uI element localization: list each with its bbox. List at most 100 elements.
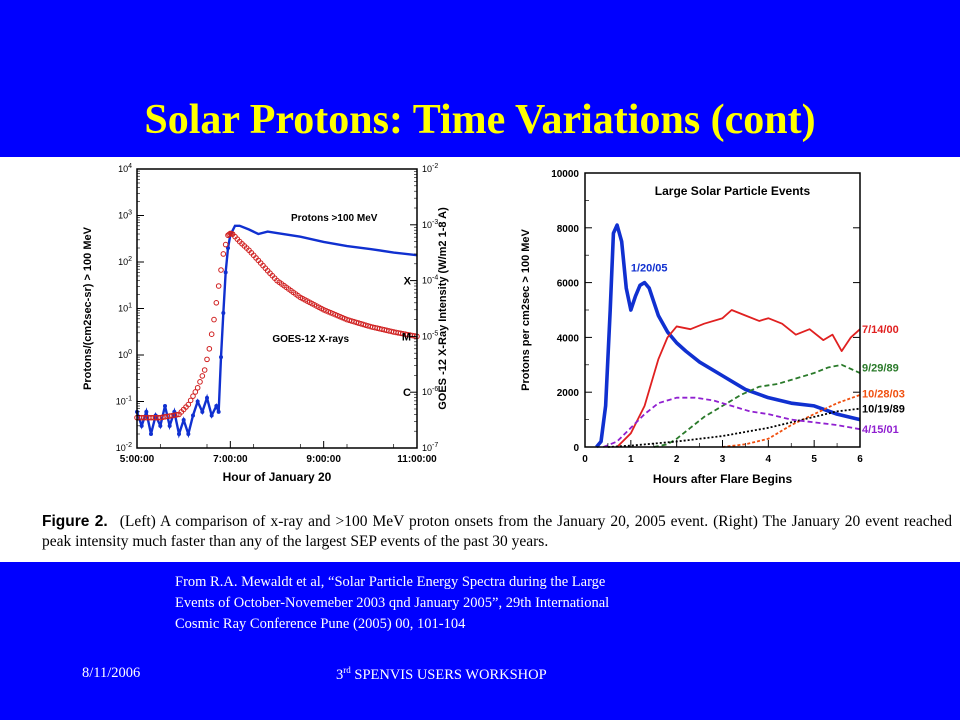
- proton-point: [219, 355, 223, 360]
- x-tick-label: 1: [628, 454, 634, 465]
- footer-event-name: 3rd SPENVIS USERS WORKSHOP: [336, 665, 547, 684]
- right-y-tick-label: 10-3: [422, 219, 438, 230]
- x-tick-label: 3: [720, 454, 726, 465]
- right-chart-axes: 0 2000 4000 6000 8000 10000 0 1 2 3 4 5 6 Hours after…: [520, 169, 863, 486]
- series-label-9-29-89: 9/29/89: [862, 363, 899, 375]
- left-y-tick-label: 10-1: [116, 396, 132, 407]
- figure-panel: Protons >100 MeV GOES-12 X-rays 10-2 10-1 1…: [0, 157, 960, 562]
- proton-point: [205, 395, 209, 400]
- xray-point: [215, 283, 222, 289]
- series-line-9-29-89: [653, 363, 861, 448]
- proton-point: [149, 432, 153, 437]
- left-x-tick-label: 9:00:00: [306, 454, 341, 465]
- source-line: Cosmic Ray Conference Pune (2005) 00, 10…: [175, 616, 466, 632]
- left-y-tick-label: 100: [118, 349, 132, 360]
- left-x-axis-label: Hour of January 20: [223, 470, 332, 484]
- series-line-4-15-01: [603, 396, 861, 448]
- y-tick-label: 2000: [557, 388, 580, 399]
- xray-point: [185, 401, 192, 408]
- figure-caption: Figure 2. (Left) A comparison of x-ray an…: [42, 512, 952, 552]
- proton-point: [221, 311, 226, 316]
- y-tick-label: 8000: [557, 224, 580, 235]
- proton-series-label: Protons >100 MeV: [291, 213, 378, 224]
- footer-event-ordinal-suffix: rd: [343, 665, 351, 675]
- xray-point: [194, 384, 201, 391]
- left-chart-axes: 10-2 10-1 100 101 102 103 104 10-7 10-6 10-5 10-4 1…: [82, 163, 449, 484]
- xray-class-label: M: [402, 331, 411, 343]
- xray-point: [192, 389, 199, 395]
- proton-point: [144, 409, 149, 414]
- left-y-tick-label: 101: [118, 303, 132, 314]
- series-line-10-19-89: [607, 407, 861, 448]
- xray-point: [173, 412, 180, 418]
- xray-point: [211, 316, 217, 323]
- proton-point: [223, 270, 228, 275]
- x-tick-label: 0: [582, 454, 588, 465]
- right-y-tick-label: 10-7: [422, 442, 438, 453]
- left-x-tick-label: 7:00:00: [213, 454, 248, 465]
- series-label-7-14-00: 7/14/00: [862, 324, 899, 336]
- right-chart: 1/20/05 7/14/00 9/29/89 10/28/03 10/19/89 4/1…: [520, 169, 905, 486]
- y-tick-label: 0: [573, 443, 579, 454]
- left-x-tick-label: 5:00:00: [120, 454, 155, 465]
- left-y-tick-label: 10-2: [116, 442, 132, 453]
- proton-point: [200, 409, 205, 414]
- xray-class-label: X: [404, 276, 412, 288]
- xray-point: [226, 231, 232, 238]
- left-y-tick-label: 102: [118, 256, 132, 267]
- xray-point: [187, 397, 194, 404]
- left-y-tick-label: 103: [118, 210, 132, 221]
- proton-point: [181, 418, 186, 423]
- chart-title: Large Solar Particle Events: [655, 184, 811, 198]
- xray-point: [208, 331, 215, 337]
- proton-point: [191, 413, 195, 418]
- series-line-1-20-05: [595, 223, 861, 449]
- proton-point: [186, 432, 191, 437]
- proton-point: [209, 413, 214, 418]
- proton-point: [158, 423, 163, 428]
- proton-point: [139, 423, 144, 428]
- right-y-axis-label: GOES -12 X-Ray Intensity (W/m2 1-8 A): [437, 207, 449, 410]
- caption-text: (Left) A comparison of x-ray and >100 Me…: [42, 513, 952, 550]
- xray-point: [197, 379, 203, 385]
- xray-point: [220, 251, 227, 257]
- proton-point: [163, 404, 167, 409]
- right-y-tick-label: 10-5: [422, 330, 438, 341]
- series-label-4-15-01: 4/15/01: [862, 424, 899, 436]
- xray-point: [201, 367, 208, 373]
- xray-point: [213, 300, 220, 306]
- right-y-tick-label: 10-6: [422, 386, 438, 397]
- xray-class-label: C: [403, 387, 411, 399]
- footer-event-ordinal: 3: [336, 666, 344, 683]
- footer-event-text: SPENVIS USERS WORKSHOP: [350, 666, 547, 683]
- source-line: Events of October-Novemeber 2003 qnd Jan…: [175, 595, 610, 611]
- x-tick-label: 4: [766, 454, 772, 465]
- x-tick-label: 2: [674, 454, 680, 465]
- xray-point: [218, 267, 224, 273]
- y-tick-label: 6000: [557, 279, 580, 290]
- left-y-tick-label: 104: [118, 163, 132, 174]
- xray-point: [204, 356, 210, 363]
- xray-point: [190, 393, 196, 399]
- proton-series-line: [135, 224, 418, 439]
- y-tick-label: 10000: [551, 169, 579, 180]
- caption-label: Figure 2.: [42, 513, 108, 530]
- xray-series-label: GOES-12 X-rays: [272, 334, 349, 345]
- series-label-10-28-03: 10/28/03: [862, 389, 905, 401]
- series-label-1-20-05: 1/20/05: [631, 263, 668, 275]
- proton-point: [177, 432, 181, 437]
- xray-point: [222, 241, 229, 248]
- series-label-10-19-89: 10/19/89: [862, 404, 905, 416]
- left-chart-frame: [136, 168, 418, 449]
- right-y-tick-label: 10-2: [422, 163, 438, 174]
- proton-point: [214, 404, 219, 409]
- right-chart-plot-area: 1/20/05 7/14/00 9/29/89 10/28/03 10/19/89 4/1…: [595, 223, 905, 449]
- x-tick-label: 6: [857, 454, 863, 465]
- proton-point: [216, 409, 221, 414]
- right-y-tick-label: 10-4: [422, 275, 438, 286]
- y-tick-label: 4000: [557, 333, 580, 344]
- source-citation: From R.A. Mewaldt et al, “Solar Particle…: [175, 572, 735, 635]
- footer-date: 8/11/2006: [82, 665, 141, 681]
- xray-point: [199, 373, 206, 379]
- series-line-7-14-00: [616, 309, 861, 448]
